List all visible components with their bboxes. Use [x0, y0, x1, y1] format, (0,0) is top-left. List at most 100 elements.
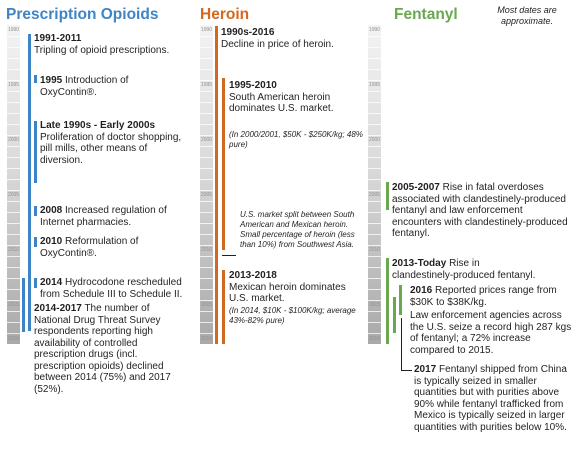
ruler-tick: [200, 36, 213, 37]
ruler-tick: [200, 289, 213, 290]
ruler-tick: [7, 300, 20, 301]
event-date: 1991-2011: [34, 33, 82, 44]
ruler-tick: [7, 245, 20, 246]
ruler-tick: [7, 80, 20, 81]
ruler-tick: [368, 267, 381, 268]
ruler-tick: [368, 322, 381, 323]
ruler-tick: [368, 47, 381, 48]
ruler-tick: [200, 311, 213, 312]
ruler-tick: [200, 80, 213, 81]
ruler-year-label: 1995: [200, 82, 213, 88]
ruler-tick: [200, 47, 213, 48]
bar-1990s-2016: [215, 26, 218, 344]
ruler-tick: [200, 69, 213, 70]
ruler-tick: [7, 234, 20, 235]
event-date: Late 1990s - Early 2000s: [40, 120, 156, 131]
ruler-year-label: 2010: [368, 247, 381, 253]
event-opioids-2014: 2014 Hydrocodone rescheduled from Schedu…: [40, 277, 190, 300]
ruler-year-label: 2005: [7, 192, 20, 198]
ruler-tick: [200, 102, 213, 103]
ruler-tick: [200, 322, 213, 323]
ruler-tick: [368, 234, 381, 235]
ruler-year-label: 1990: [7, 27, 20, 33]
dates-approximate-note: Most dates are approximate.: [497, 5, 557, 26]
ruler-tick: [200, 113, 213, 114]
ruler-tick: [7, 322, 20, 323]
ruler-tick: [368, 124, 381, 125]
ruler-tick: [7, 91, 20, 92]
ruler-tick: [368, 157, 381, 158]
ruler-tick: [368, 36, 381, 37]
ruler-tick: [368, 212, 381, 213]
ruler-tick: [7, 58, 20, 59]
bar-2008: [34, 206, 37, 216]
note-heroin-2000: (In 2000/2001, $50K - $250K/kg; 48% pure…: [229, 130, 363, 149]
ruler-tick: [7, 102, 20, 103]
event-text: Decline in price of heroin.: [221, 38, 334, 50]
ruler-tick: [7, 267, 20, 268]
ruler-year-label: 1995: [7, 82, 20, 88]
ruler-tick: [200, 212, 213, 213]
ruler-tick: [7, 311, 20, 312]
event-heroin-1990s-2016: 1990s-2016 Decline in price of heroin.: [221, 27, 361, 50]
ruler-tick: [368, 91, 381, 92]
connector-line: [401, 370, 412, 371]
ruler-tick: [7, 223, 20, 224]
ruler-tick: [7, 289, 20, 290]
bar-2010: [34, 237, 37, 247]
event-fentanyl-2016-seizure: Law enforcement agencies across the U.S.…: [410, 310, 572, 356]
ruler-tick: [7, 179, 20, 180]
event-text: Tripling of opioid prescriptions.: [34, 44, 170, 56]
event-date: 2016: [410, 285, 433, 296]
ruler-tick: [200, 124, 213, 125]
ruler-tick: [368, 289, 381, 290]
event-date: 2013-2018: [229, 270, 277, 281]
event-opioids-2014-2017: 2014-2017 The number of National Drug Th…: [34, 303, 184, 395]
ruler-tick: [368, 201, 381, 202]
ruler-year-label: 1990: [200, 27, 213, 33]
ruler-year-label: 1995: [368, 82, 381, 88]
ruler-tick: [200, 234, 213, 235]
ruler-tick: [368, 113, 381, 114]
ruler-tick: [7, 113, 20, 114]
bar-2013-2018: [222, 270, 225, 344]
ruler-tick: [200, 245, 213, 246]
ruler-tick: [7, 135, 20, 136]
ruler-tick: [200, 300, 213, 301]
event-opioids-1991-2011: 1991-2011 Tripling of opioid prescriptio…: [34, 33, 169, 56]
bar-2013-today: [386, 258, 389, 344]
ruler-year-label: 2019: [200, 336, 213, 342]
event-text: Reported prices range from $30K to $38K/…: [410, 285, 557, 308]
ruler-tick: [7, 146, 20, 147]
ruler-tick: [200, 179, 213, 180]
ruler-tick: [7, 124, 20, 125]
ruler-year-label: 2015: [200, 302, 213, 308]
ruler-year-label: 2015: [7, 302, 20, 308]
event-date: 2014-2017: [34, 303, 82, 314]
event-fentanyl-2017: 2017 Fentanyl shipped from China is typi…: [414, 364, 572, 433]
ruler-year-label: 2010: [200, 247, 213, 253]
ruler-tick: [200, 146, 213, 147]
column-title-fentanyl: Fentanyl: [394, 6, 458, 23]
ruler-tick: [368, 179, 381, 180]
ruler-year-label: 2005: [368, 192, 381, 198]
ruler-tick: [200, 278, 213, 279]
timeline-ruler-heroin: 1990 1995 2000 2005 2010 2015 2019: [200, 25, 213, 344]
bar-1995: [34, 75, 37, 83]
ruler-year-label: 2005: [200, 192, 213, 198]
ruler-tick: [7, 69, 20, 70]
event-text: Introduction of OxyContin®.: [40, 75, 129, 98]
ruler-year-label: 2000: [7, 137, 20, 143]
ruler-year-label: 2010: [7, 247, 20, 253]
event-text: Fentanyl shipped from China is typically…: [414, 364, 567, 433]
event-opioids-1995: 1995 Introduction of OxyContin®.: [40, 75, 160, 98]
event-text: Reformulation of OxyContin®.: [40, 236, 139, 259]
event-opioids-late-1990s: Late 1990s - Early 2000s Proliferation o…: [40, 120, 190, 166]
event-fentanyl-2013-today: 2013-Today Rise in clandestinely-produce…: [392, 258, 542, 281]
ruler-tick: [7, 333, 20, 334]
ruler-tick: [368, 311, 381, 312]
event-date: 2017: [414, 364, 437, 375]
ruler-tick: [368, 102, 381, 103]
event-heroin-2013-2018: 2013-2018 Mexican heroin dominates U.S. …: [229, 270, 364, 305]
ruler-tick: [7, 256, 20, 257]
